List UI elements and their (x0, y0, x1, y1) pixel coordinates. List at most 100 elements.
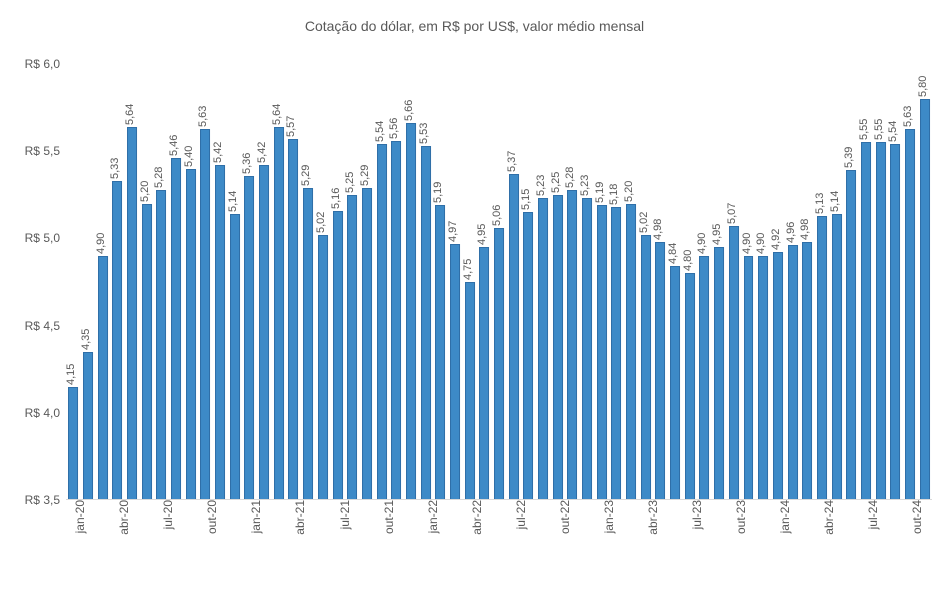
bar-value-label: 5,25 (550, 171, 562, 192)
bar-slot: 5,36jan-21 (242, 64, 257, 500)
bar (538, 198, 548, 500)
bar-slot: 4,95 (712, 64, 727, 500)
bar-slot: 5,07out-23 (727, 64, 742, 500)
bar (832, 214, 842, 500)
bar-value-label: 5,02 (315, 212, 327, 233)
bar-slot: 5,19jan-23 (594, 64, 609, 500)
bar-value-label: 5,40 (183, 145, 195, 166)
bar (861, 142, 871, 500)
bar-value-label: 5,06 (491, 205, 503, 226)
bar (641, 235, 651, 500)
bar-slot: 5,23 (536, 64, 551, 500)
bar (655, 242, 665, 500)
x-tick-label: out-24 (906, 500, 924, 534)
bar (289, 139, 299, 500)
bar (303, 188, 313, 500)
bar (98, 256, 108, 500)
bar (685, 273, 695, 500)
bar (68, 387, 78, 500)
bar-value-label: 5,20 (139, 180, 151, 201)
bar-value-label: 5,07 (726, 203, 738, 224)
x-tick-label: jan-20 (69, 500, 87, 533)
bar-slot: 4,92jan-24 (771, 64, 786, 500)
bar-slot: 4,98 (800, 64, 815, 500)
bar-value-label: 5,55 (873, 119, 885, 140)
bar (171, 158, 181, 500)
bar-slot: 5,63out-20 (198, 64, 213, 500)
bar-value-label: 5,42 (256, 142, 268, 163)
bar-slot: 5,55jul-24 (859, 64, 874, 500)
bar-value-label: 5,53 (418, 123, 430, 144)
bar-slot: 5,64 (271, 64, 286, 500)
bar-slot: 5,13abr-24 (815, 64, 830, 500)
bar (186, 169, 196, 500)
bar-slot: 5,29 (301, 64, 316, 500)
bar (450, 244, 460, 500)
bar (802, 242, 812, 500)
bar-slot: 4,15jan-20 (66, 64, 81, 500)
bar-slot: 4,97 (448, 64, 463, 500)
bar-value-label: 4,90 (696, 232, 708, 253)
bar-value-label: 4,80 (682, 250, 694, 271)
bar-slot: 5,33abr-20 (110, 64, 125, 500)
bar (259, 165, 269, 500)
bar-slot: 5,54 (888, 64, 903, 500)
bar-slot: 5,55 (873, 64, 888, 500)
bar-slot: 5,14 (829, 64, 844, 500)
bar (509, 174, 519, 500)
x-tick-label: jan-21 (245, 500, 263, 533)
bar-slot: 4,95 (477, 64, 492, 500)
bar (699, 256, 709, 500)
bar-value-label: 5,63 (902, 105, 914, 126)
bar-value-label: 4,84 (667, 243, 679, 264)
chart-title: Cotação do dólar, em R$ por US$, valor m… (0, 18, 949, 34)
bar-slot: 5,53jan-22 (418, 64, 433, 500)
bar (758, 256, 768, 500)
bar-value-label: 5,20 (623, 180, 635, 201)
bar-value-label: 4,75 (462, 259, 474, 280)
bar-value-label: 5,02 (638, 212, 650, 233)
bar (156, 190, 166, 500)
bar (112, 181, 122, 500)
bar (142, 204, 152, 500)
bar-value-label: 4,95 (476, 224, 488, 245)
y-tick-label: R$ 5,5 (25, 144, 66, 158)
bar-slot: 5,54out-21 (374, 64, 389, 500)
bar (905, 129, 915, 500)
bar-slot: 5,56 (389, 64, 404, 500)
bar-value-label: 5,39 (843, 147, 855, 168)
bar (200, 129, 210, 500)
bar-slot: 5,80 (917, 64, 932, 500)
bar-slot: 5,66 (404, 64, 419, 500)
bar (274, 127, 284, 500)
bar (817, 216, 827, 500)
bar (876, 142, 886, 500)
x-tick-label: jul-23 (686, 500, 704, 529)
bar-slot: 4,84 (668, 64, 683, 500)
bar (421, 146, 431, 500)
bar-slot: 4,75abr-22 (462, 64, 477, 500)
bar (597, 205, 607, 500)
x-tick-label: jan-22 (422, 500, 440, 533)
bar-value-label: 5,42 (212, 142, 224, 163)
bar-value-label: 5,33 (109, 157, 121, 178)
bar (465, 282, 475, 500)
bar-value-label: 4,92 (770, 229, 782, 250)
bar-value-label: 4,15 (65, 363, 77, 384)
bar-value-label: 5,19 (594, 182, 606, 203)
bar-slot: 5,15 (521, 64, 536, 500)
bar (729, 226, 739, 500)
bar-value-label: 4,35 (80, 328, 92, 349)
bar-value-label: 5,63 (197, 105, 209, 126)
x-tick-label: out-20 (201, 500, 219, 534)
bar-value-label: 5,23 (535, 175, 547, 196)
bar-slot: 5,40 (183, 64, 198, 500)
bar (230, 214, 240, 500)
bar-value-label: 5,64 (271, 103, 283, 124)
bar-slot: 5,14 (227, 64, 242, 500)
bar-value-label: 4,98 (652, 218, 664, 239)
bar (391, 141, 401, 500)
bar-slot: 5,28jul-20 (154, 64, 169, 500)
bar-slot: 5,28 (565, 64, 580, 500)
bar-slot: 5,42 (257, 64, 272, 500)
